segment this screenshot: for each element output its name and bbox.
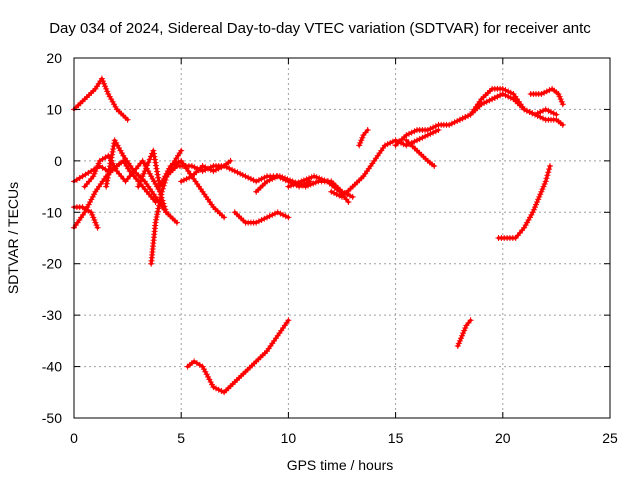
series-arc-22 [495,163,553,241]
series-markers [103,137,180,226]
series-arc-14 [285,173,352,205]
series-arc-6 [103,137,180,226]
chart-title: Day 034 of 2024, Sidereal Day-to-day VTE… [49,20,591,37]
series-arc-20 [489,91,566,128]
series-markers [71,75,131,123]
series-arc-1 [71,75,131,123]
series-arc-24 [184,317,292,396]
x-tick-label: 5 [177,430,185,446]
y-tick-label: 20 [46,50,62,66]
y-tick-label: 0 [54,153,62,169]
y-axis-label: SDTVAR / TECUs [5,182,21,294]
series-markers [184,317,292,396]
series-line [186,318,290,394]
series-markers [489,91,566,128]
series-markers [403,137,438,169]
series-markers [356,127,371,149]
x-tick-label: 25 [602,430,618,446]
tick-layer: 0 5 10 15 20 25 20 10 0 -10 -20 -30 -40 -50 [42,50,618,446]
series-markers [135,147,228,221]
y-tick-label: 10 [46,101,62,117]
series-arc-8 [135,147,228,221]
series-arc-18 [403,137,438,169]
x-tick-label: 20 [495,430,511,446]
plot-frame [73,57,611,419]
y-tick-label: -10 [42,204,62,220]
series-markers [231,209,292,226]
series-arc-11 [231,209,292,226]
grid-layer [74,58,610,418]
x-tick-label: 15 [388,430,404,446]
series-arc-16 [356,127,371,149]
series-arc-10 [178,157,234,185]
series-markers [328,127,442,200]
x-tick-label: 0 [70,430,78,446]
series-layer [71,75,566,396]
x-axis-label: GPS time / hours [287,457,394,473]
series-markers [495,163,553,241]
y-tick-label: -30 [42,307,62,323]
y-tick-label: -40 [42,359,62,375]
series-arc-15 [328,127,442,200]
series-markers [527,85,566,108]
series-arc-23 [454,317,474,349]
series-line [404,138,436,168]
y-tick-label: -20 [42,256,62,272]
y-tick-label: -50 [42,410,62,426]
series-arc-21 [527,85,566,108]
series-arc-17 [392,91,506,149]
series-markers [454,317,474,349]
series-markers [178,157,234,185]
x-tick-label: 10 [281,430,297,446]
